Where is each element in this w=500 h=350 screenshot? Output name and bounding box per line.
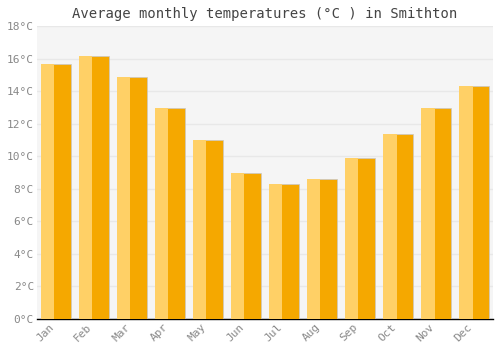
Bar [41, 64, 70, 319]
Bar [41, 64, 54, 319]
Bar [345, 158, 358, 319]
Bar [193, 140, 222, 319]
Title: Average monthly temperatures (°C ) in Smithton: Average monthly temperatures (°C ) in Sm… [72, 7, 458, 21]
Bar [79, 56, 108, 319]
Bar [117, 77, 130, 319]
Bar [307, 179, 337, 319]
Bar [383, 134, 413, 319]
Bar [231, 173, 244, 319]
Bar [459, 86, 472, 319]
Bar [421, 107, 434, 319]
Bar [345, 158, 375, 319]
Bar [155, 107, 168, 319]
Bar [459, 86, 489, 319]
Bar [231, 173, 260, 319]
Bar [421, 107, 451, 319]
Bar [269, 184, 282, 319]
Bar [79, 56, 92, 319]
Bar [383, 134, 396, 319]
Bar [269, 184, 298, 319]
Bar [117, 77, 146, 319]
Bar [307, 179, 320, 319]
Bar [155, 107, 184, 319]
Bar [193, 140, 206, 319]
